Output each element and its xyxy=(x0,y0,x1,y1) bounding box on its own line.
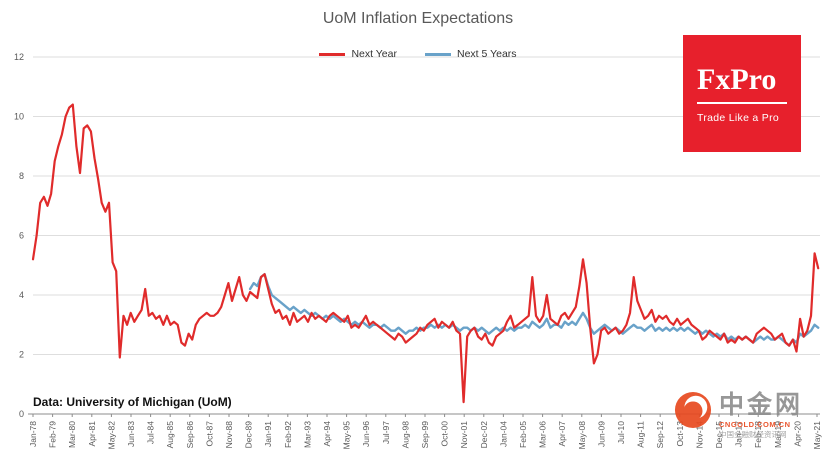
svg-text:Sep-86: Sep-86 xyxy=(185,421,195,449)
cngold-logo-icon xyxy=(674,391,712,434)
svg-text:Jun-09: Jun-09 xyxy=(596,421,606,447)
svg-text:Feb-18: Feb-18 xyxy=(753,421,763,448)
svg-text:Nov-01: Nov-01 xyxy=(459,421,469,449)
svg-text:8: 8 xyxy=(19,171,24,181)
svg-text:Oct-87: Oct-87 xyxy=(204,421,214,447)
svg-text:0: 0 xyxy=(19,409,24,419)
svg-text:Mar-19: Mar-19 xyxy=(773,421,783,448)
watermark-subtext: CNGOLD.COM.CN 中国金融财经资讯网 xyxy=(719,420,803,440)
svg-text:May-82: May-82 xyxy=(106,421,116,450)
legend-label-next-year: Next Year xyxy=(351,48,397,60)
svg-text:Nov-14: Nov-14 xyxy=(694,421,704,449)
svg-text:Feb-79: Feb-79 xyxy=(48,421,58,448)
svg-text:Oct-13: Oct-13 xyxy=(675,421,685,447)
series-next-year xyxy=(31,103,820,404)
gridlines xyxy=(33,56,820,355)
svg-text:10: 10 xyxy=(14,112,24,122)
svg-text:Jun-83: Jun-83 xyxy=(126,421,136,447)
data-source-note: Data: University of Michigan (UoM) xyxy=(33,395,232,409)
svg-text:Feb-05: Feb-05 xyxy=(518,421,528,448)
svg-text:2: 2 xyxy=(19,350,24,360)
watermark: 中金网 CNGOLD.COM.CN 中国金融财经资讯网 xyxy=(674,391,803,439)
fxpro-logo-rule xyxy=(697,102,787,104)
x-axis-ticks: Jan-78 Feb-79 Mar-80 Apr-81 May-82 Jun-83 Jul-… xyxy=(28,414,822,449)
y-axis-labels: 0 2 4 6 8 10 12 xyxy=(14,52,24,419)
legend-item-next-year: Next Year xyxy=(319,48,397,60)
svg-text:Jul-10: Jul-10 xyxy=(616,421,626,444)
svg-text:Dec-15: Dec-15 xyxy=(714,421,724,449)
fxpro-tagline: Trade Like a Pro xyxy=(697,112,780,124)
chart-title: UoM Inflation Expectations xyxy=(322,10,514,27)
svg-text:Dec-02: Dec-02 xyxy=(479,421,489,449)
svg-text:Jan-04: Jan-04 xyxy=(498,421,508,447)
svg-text:Dec-89: Dec-89 xyxy=(244,421,254,449)
svg-text:Aug-11: Aug-11 xyxy=(636,421,646,448)
svg-text:Jan-17: Jan-17 xyxy=(734,421,744,447)
svg-text:Mar-93: Mar-93 xyxy=(302,421,312,448)
legend-swatch-next-5-years xyxy=(425,52,451,56)
svg-text:Jan-78: Jan-78 xyxy=(28,421,38,447)
svg-text:Sep-12: Sep-12 xyxy=(655,421,665,449)
svg-text:Apr-07: Apr-07 xyxy=(557,421,567,447)
svg-text:Mar-06: Mar-06 xyxy=(538,421,548,448)
svg-text:May-08: May-08 xyxy=(577,421,587,450)
watermark-text: 中金网 CNGOLD.COM.CN 中国金融财经资讯网 xyxy=(719,391,803,439)
svg-text:Sep-99: Sep-99 xyxy=(420,421,430,449)
svg-text:Oct-00: Oct-00 xyxy=(440,421,450,447)
svg-text:Jul-97: Jul-97 xyxy=(381,421,391,444)
svg-text:6: 6 xyxy=(19,231,24,241)
svg-text:Jan-91: Jan-91 xyxy=(263,421,273,447)
fxpro-logo: FxPro Trade Like a Pro xyxy=(683,35,801,152)
svg-text:Aug-85: Aug-85 xyxy=(165,421,175,449)
svg-text:12: 12 xyxy=(14,52,24,62)
legend-label-next-5-years: Next 5 Years xyxy=(457,48,517,60)
svg-text:Nov-88: Nov-88 xyxy=(224,421,234,449)
svg-text:Aug-98: Aug-98 xyxy=(400,421,410,449)
svg-text:May-21: May-21 xyxy=(812,421,822,450)
legend: Next Year Next 5 Years xyxy=(0,47,836,61)
legend-item-next-5-years: Next 5 Years xyxy=(425,48,517,60)
legend-swatch-next-year xyxy=(319,52,346,56)
svg-text:Feb-92: Feb-92 xyxy=(283,421,293,448)
svg-text:Apr-20: Apr-20 xyxy=(792,421,802,447)
svg-text:Apr-94: Apr-94 xyxy=(322,421,332,447)
svg-text:Apr-81: Apr-81 xyxy=(87,421,97,447)
fxpro-logo-text: FxPro xyxy=(697,63,777,96)
svg-text:4: 4 xyxy=(19,290,24,300)
svg-text:Mar-80: Mar-80 xyxy=(67,421,77,448)
watermark-desc: 中国金融财经资讯网 xyxy=(719,429,787,439)
svg-text:May-95: May-95 xyxy=(342,421,352,450)
svg-text:Jul-84: Jul-84 xyxy=(146,421,156,444)
watermark-url: CNGOLD.COM.CN xyxy=(719,419,791,429)
watermark-name: 中金网 xyxy=(719,391,804,419)
svg-text:Jun-96: Jun-96 xyxy=(361,421,371,447)
